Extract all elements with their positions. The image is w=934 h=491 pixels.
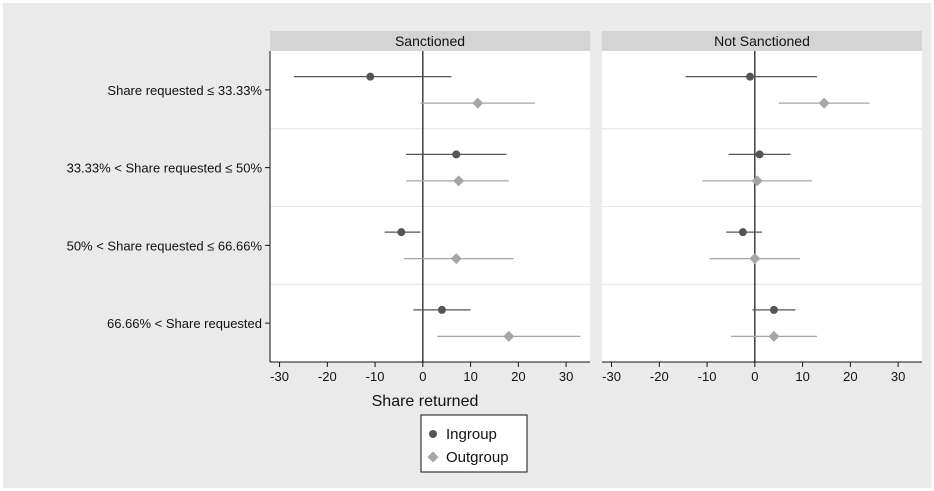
x-tick-label: -20	[650, 369, 669, 384]
ingroup-point	[437, 305, 446, 314]
x-axis-title: Share returned	[372, 393, 479, 410]
legend-marker-ingroup	[429, 430, 437, 438]
x-tick-label: 10	[795, 369, 809, 384]
x-tick-label: 0	[419, 369, 426, 384]
category-labels: Share requested ≤ 33.33% 33.33% < Share r…	[67, 51, 271, 362]
category-label: 33.33% < Share requested ≤ 50%	[67, 161, 263, 176]
category-label: 66.66% < Share requested	[107, 316, 262, 331]
panel-not-sanctioned: Not Sanctioned -30 -20 -10 0 10 20 30	[602, 31, 922, 384]
x-tick-label: -30	[602, 369, 621, 384]
panel-header-strip	[270, 31, 590, 51]
legend-marker-outgroup	[427, 451, 439, 463]
outgroup-point	[751, 175, 763, 187]
outgroup-point	[818, 97, 830, 109]
outgroup-point	[450, 253, 462, 265]
x-tick-label: -30	[270, 369, 289, 384]
ingroup-point	[397, 228, 406, 237]
outgroup-point	[768, 330, 780, 342]
ingroup-point	[452, 150, 461, 159]
x-tick-label: -20	[318, 369, 337, 384]
category-label: 50% < Share requested ≤ 66.66%	[67, 238, 263, 253]
ingroup-point	[755, 150, 764, 159]
legend: Ingroup Outgroup	[420, 414, 528, 473]
ingroup-point	[746, 72, 755, 81]
legend-label-outgroup: Outgroup	[446, 449, 509, 466]
outgroup-point	[503, 330, 515, 342]
x-tick-label: -10	[698, 369, 717, 384]
x-tick-label: -10	[366, 369, 385, 384]
panel-sanctioned: Sanctioned -30 -20 -10 0 10 20 30	[270, 31, 590, 384]
panel-title: Sanctioned	[395, 33, 465, 49]
x-tick-label: 20	[843, 369, 857, 384]
legend-label-ingroup: Ingroup	[446, 426, 497, 443]
x-tick-label: 20	[511, 369, 525, 384]
x-tick-label: 0	[751, 369, 758, 384]
outgroup-point	[472, 97, 484, 109]
x-tick-label: 30	[559, 369, 573, 384]
legend-box	[420, 414, 528, 473]
category-label: Share requested ≤ 33.33%	[107, 83, 262, 98]
x-tick-label: 30	[891, 369, 905, 384]
panel-title: Not Sanctioned	[714, 33, 810, 49]
outgroup-point	[749, 253, 761, 265]
outgroup-point	[453, 175, 465, 187]
ingroup-point	[769, 305, 778, 314]
panel-header-strip	[602, 31, 922, 51]
x-tick-label: 10	[463, 369, 477, 384]
ingroup-point	[738, 228, 747, 237]
ingroup-point	[366, 72, 375, 81]
